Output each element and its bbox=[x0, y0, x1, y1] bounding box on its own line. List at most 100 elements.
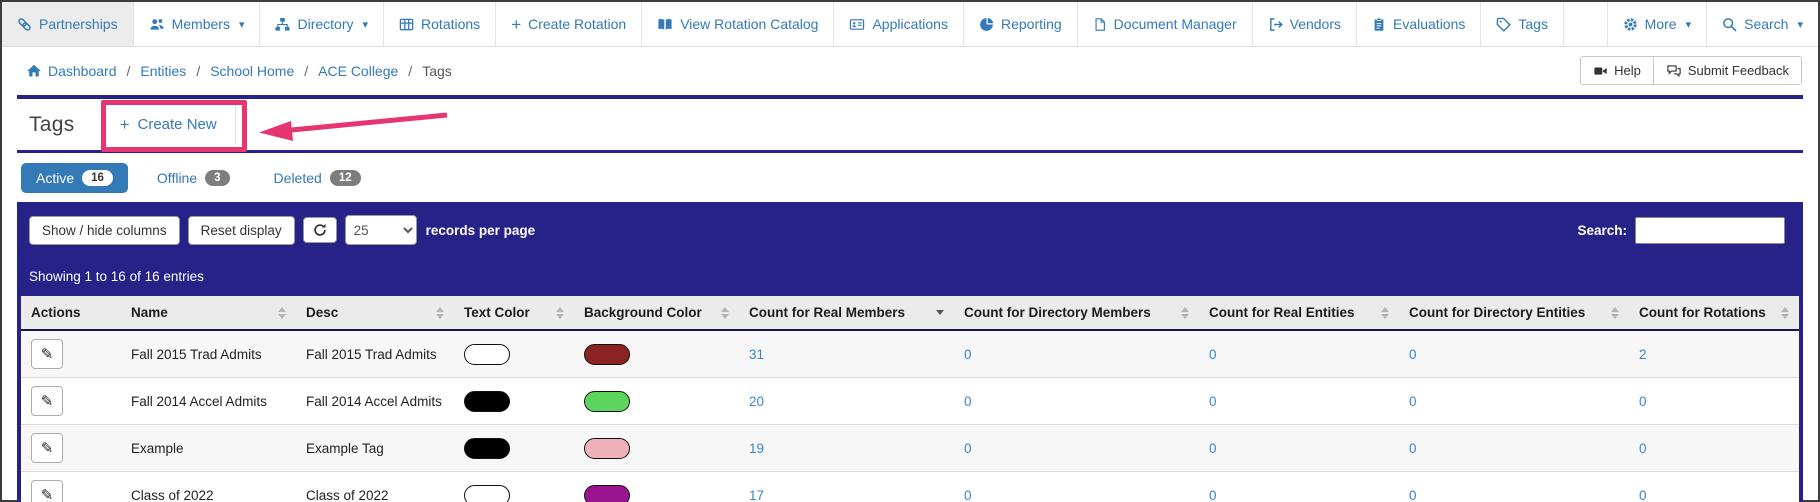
tab-deleted-count-badge: 12 bbox=[329, 170, 361, 186]
pencil-icon: ✎ bbox=[40, 346, 54, 363]
breadcrumb-separator: / bbox=[304, 62, 309, 79]
create-new-button[interactable]: + Create New bbox=[102, 104, 236, 145]
tab-active-count-badge: 16 bbox=[82, 170, 113, 186]
count-directory-entities-link[interactable]: 0 bbox=[1409, 440, 1417, 456]
nav-evaluations[interactable]: Evaluations bbox=[1357, 2, 1482, 46]
count-rotations-link[interactable]: 0 bbox=[1639, 440, 1647, 456]
text-color-swatch bbox=[464, 437, 510, 459]
link-icon bbox=[17, 17, 32, 32]
nav-search[interactable]: Search ▾ bbox=[1707, 2, 1818, 46]
pencil-icon: ✎ bbox=[40, 440, 54, 457]
table-search: Search: bbox=[1577, 216, 1791, 244]
tag-desc: Fall 2015 Trad Admits bbox=[306, 346, 437, 362]
background-color-swatch bbox=[584, 390, 630, 412]
pie-chart-icon bbox=[979, 17, 994, 32]
id-card-icon bbox=[849, 17, 865, 32]
breadcrumb-separator: / bbox=[126, 62, 131, 79]
table-panel: Show / hide columns Reset display 25 rec… bbox=[17, 202, 1803, 502]
nav-more[interactable]: More ▾ bbox=[1606, 2, 1708, 46]
count-rotations-link[interactable]: 0 bbox=[1639, 487, 1647, 502]
nav-create-rotation[interactable]: + Create Rotation bbox=[496, 2, 643, 46]
nav-rotations[interactable]: Rotations bbox=[384, 2, 497, 46]
breadcrumb-entities[interactable]: Entities bbox=[140, 62, 187, 79]
table-search-input[interactable] bbox=[1635, 216, 1785, 244]
nav-directory[interactable]: Directory ▾ bbox=[260, 2, 385, 46]
background-color-swatch bbox=[584, 343, 630, 365]
count-directory-entities-link[interactable]: 0 bbox=[1409, 393, 1417, 409]
col-header-desc[interactable]: Desc bbox=[296, 296, 454, 331]
col-header-count-directory-members[interactable]: Count for Directory Members bbox=[954, 296, 1199, 331]
nav-document-manager[interactable]: Document Manager bbox=[1078, 2, 1253, 46]
help-button[interactable]: Help bbox=[1581, 57, 1653, 84]
gear-icon bbox=[1623, 17, 1638, 32]
nav-tags[interactable]: Tags bbox=[1481, 2, 1564, 46]
nav-partnerships[interactable]: Partnerships bbox=[2, 2, 134, 46]
records-per-page-select[interactable]: 25 bbox=[344, 215, 417, 245]
count-rotations-link[interactable]: 2 bbox=[1639, 346, 1647, 362]
tag-icon bbox=[1496, 17, 1512, 32]
reset-display-button[interactable]: Reset display bbox=[187, 215, 295, 245]
count-real-members-link[interactable]: 17 bbox=[749, 487, 765, 502]
table-row: ✎ Fall 2015 Trad Admits Fall 2015 Trad A… bbox=[21, 330, 1799, 378]
search-icon bbox=[1722, 17, 1737, 32]
count-real-members-link[interactable]: 20 bbox=[749, 393, 765, 409]
clipboard-icon bbox=[1372, 17, 1386, 32]
tag-desc: Class of 2022 bbox=[296, 471, 454, 502]
tab-offline[interactable]: Offline 3 bbox=[142, 163, 245, 193]
count-real-entities-link[interactable]: 0 bbox=[1209, 487, 1217, 502]
edit-tag-button[interactable]: ✎ bbox=[31, 480, 63, 502]
members-icon bbox=[149, 17, 165, 32]
count-directory-members-link[interactable]: 0 bbox=[964, 440, 972, 456]
text-color-swatch bbox=[464, 343, 510, 365]
count-real-entities-link[interactable]: 0 bbox=[1209, 393, 1217, 409]
edit-tag-button[interactable]: ✎ bbox=[31, 386, 63, 416]
sort-icon bbox=[278, 306, 286, 319]
count-directory-members-link[interactable]: 0 bbox=[964, 393, 972, 409]
breadcrumb-separator: / bbox=[408, 62, 413, 79]
col-header-text-color[interactable]: Text Color bbox=[454, 296, 574, 331]
count-directory-members-link[interactable]: 0 bbox=[964, 346, 972, 362]
count-directory-members-link[interactable]: 0 bbox=[964, 487, 972, 502]
count-real-members-link[interactable]: 31 bbox=[749, 346, 765, 362]
edit-tag-button[interactable]: ✎ bbox=[31, 339, 63, 369]
background-color-swatch bbox=[584, 484, 630, 502]
count-directory-entities-link[interactable]: 0 bbox=[1409, 346, 1417, 362]
sort-icon bbox=[1611, 306, 1619, 319]
col-header-count-real-entities[interactable]: Count for Real Entities bbox=[1199, 296, 1399, 331]
col-header-count-rotations[interactable]: Count for Rotations bbox=[1629, 296, 1799, 331]
nav-applications[interactable]: Applications bbox=[834, 2, 964, 46]
tag-desc: Example Tag bbox=[296, 424, 454, 472]
pencil-icon: ✎ bbox=[40, 487, 54, 502]
refresh-button[interactable] bbox=[302, 217, 337, 243]
submit-feedback-button[interactable]: Submit Feedback bbox=[1652, 57, 1801, 84]
sitemap-icon bbox=[275, 17, 291, 32]
breadcrumb-current: Tags bbox=[422, 62, 452, 79]
count-real-entities-link[interactable]: 0 bbox=[1209, 346, 1217, 362]
tag-name: Fall 2015 Trad Admits bbox=[131, 346, 262, 362]
tab-active[interactable]: Active 16 bbox=[21, 163, 128, 193]
count-rotations-link[interactable]: 0 bbox=[1639, 393, 1647, 409]
col-header-name[interactable]: Name bbox=[121, 296, 296, 331]
background-color-swatch bbox=[584, 437, 630, 459]
count-real-members-link[interactable]: 19 bbox=[749, 440, 765, 456]
edit-tag-button[interactable]: ✎ bbox=[31, 433, 63, 463]
main-content: Tags + Create New Active 16 Offline 3 De… bbox=[17, 95, 1803, 502]
nav-reporting[interactable]: Reporting bbox=[964, 2, 1078, 46]
tab-deleted[interactable]: Deleted 12 bbox=[259, 163, 376, 193]
col-header-background-color[interactable]: Background Color bbox=[574, 296, 739, 331]
showing-entries-text: Showing 1 to 16 of 16 entries bbox=[29, 269, 204, 284]
nav-members[interactable]: Members ▾ bbox=[134, 2, 261, 46]
show-hide-columns-button[interactable]: Show / hide columns bbox=[29, 215, 180, 245]
text-color-swatch bbox=[464, 484, 510, 502]
count-directory-entities-link[interactable]: 0 bbox=[1409, 487, 1417, 502]
nav-vendors[interactable]: Vendors bbox=[1253, 2, 1357, 46]
count-real-entities-link[interactable]: 0 bbox=[1209, 440, 1217, 456]
breadcrumb-ace-college[interactable]: ACE College bbox=[318, 62, 399, 79]
caret-down-icon: ▾ bbox=[1797, 18, 1803, 31]
table-header-row: Actions Name Desc Text Color Background … bbox=[21, 296, 1799, 331]
breadcrumb-dashboard[interactable]: Dashboard bbox=[26, 63, 117, 79]
col-header-count-real-members[interactable]: Count for Real Members bbox=[739, 296, 954, 331]
nav-view-rotation-catalog[interactable]: View Rotation Catalog bbox=[642, 2, 835, 46]
breadcrumb-school-home[interactable]: School Home bbox=[210, 62, 295, 79]
col-header-count-directory-entities[interactable]: Count for Directory Entities bbox=[1399, 296, 1629, 331]
